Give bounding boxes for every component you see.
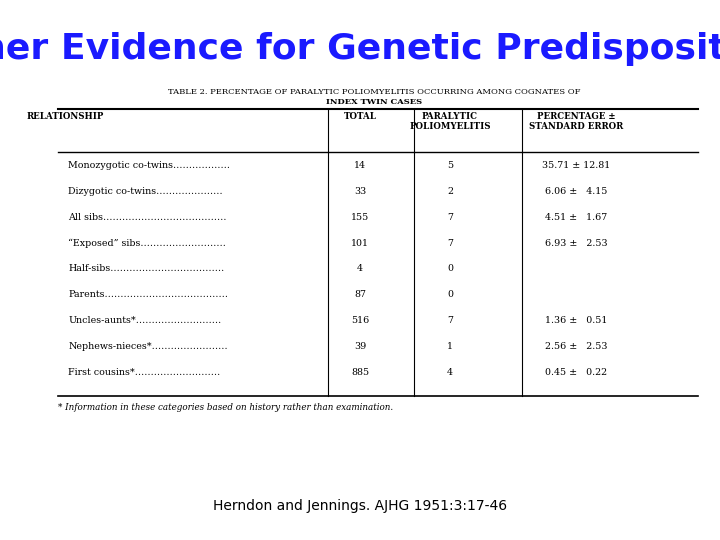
Text: “Exposed” sibs………………………: “Exposed” sibs……………………… bbox=[68, 238, 226, 248]
Text: 885: 885 bbox=[351, 368, 369, 377]
Text: TABLE 2. PERCENTAGE OF PARALYTIC POLIOMYELITIS OCCURRING AMONG COGNATES OF: TABLE 2. PERCENTAGE OF PARALYTIC POLIOMY… bbox=[168, 88, 580, 96]
Text: 0: 0 bbox=[447, 265, 453, 273]
Text: 516: 516 bbox=[351, 316, 369, 325]
Text: Monozygotic co-twins………………: Monozygotic co-twins……………… bbox=[68, 161, 230, 170]
Text: 39: 39 bbox=[354, 342, 366, 351]
Text: Dizygotic co-twins…………………: Dizygotic co-twins………………… bbox=[68, 187, 223, 195]
Text: 101: 101 bbox=[351, 239, 369, 247]
Text: 4.51 ±   1.67: 4.51 ± 1.67 bbox=[545, 213, 607, 221]
Text: INDEX TWIN CASES: INDEX TWIN CASES bbox=[326, 98, 423, 106]
Text: PARALYTIC
POLIOMYELITIS: PARALYTIC POLIOMYELITIS bbox=[409, 112, 491, 131]
Text: 6.06 ±   4.15: 6.06 ± 4.15 bbox=[545, 187, 607, 195]
Text: 33: 33 bbox=[354, 187, 366, 195]
Text: Half-sibs………………………………: Half-sibs……………………………… bbox=[68, 265, 225, 273]
Text: 87: 87 bbox=[354, 291, 366, 299]
Text: Other Evidence for Genetic Predisposition: Other Evidence for Genetic Predispositio… bbox=[0, 32, 720, 66]
Text: PERCENTAGE ±
STANDARD ERROR: PERCENTAGE ± STANDARD ERROR bbox=[529, 112, 623, 131]
Text: 2: 2 bbox=[447, 187, 453, 195]
Text: 0: 0 bbox=[447, 291, 453, 299]
Text: 35.71 ± 12.81: 35.71 ± 12.81 bbox=[542, 161, 610, 170]
Text: First cousins*………………………: First cousins*……………………… bbox=[68, 368, 220, 377]
Text: 7: 7 bbox=[447, 316, 453, 325]
Text: 5: 5 bbox=[447, 161, 453, 170]
Text: 7: 7 bbox=[447, 213, 453, 221]
Text: Nephews-nieces*……………………: Nephews-nieces*…………………… bbox=[68, 342, 228, 351]
Text: 6.93 ±   2.53: 6.93 ± 2.53 bbox=[545, 239, 607, 247]
Text: 1: 1 bbox=[447, 342, 453, 351]
Text: TOTAL: TOTAL bbox=[343, 112, 377, 121]
Text: 14: 14 bbox=[354, 161, 366, 170]
Text: 155: 155 bbox=[351, 213, 369, 221]
Text: 0.45 ±   0.22: 0.45 ± 0.22 bbox=[545, 368, 607, 377]
Text: RELATIONSHIP: RELATIONSHIP bbox=[26, 112, 104, 121]
Text: Uncles-aunts*………………………: Uncles-aunts*……………………… bbox=[68, 316, 222, 325]
Text: Parents…………………………………: Parents………………………………… bbox=[68, 291, 228, 299]
Text: 2.56 ±   2.53: 2.56 ± 2.53 bbox=[545, 342, 607, 351]
Text: 1.36 ±   0.51: 1.36 ± 0.51 bbox=[545, 316, 607, 325]
Text: 4: 4 bbox=[447, 368, 453, 377]
Text: Herndon and Jennings. AJHG 1951:3:17-46: Herndon and Jennings. AJHG 1951:3:17-46 bbox=[213, 499, 507, 513]
Text: * Information in these categories based on history rather than examination.: * Information in these categories based … bbox=[58, 403, 392, 412]
Text: 4: 4 bbox=[357, 265, 363, 273]
Text: All sibs…………………………………: All sibs………………………………… bbox=[68, 213, 227, 221]
Text: 7: 7 bbox=[447, 239, 453, 247]
